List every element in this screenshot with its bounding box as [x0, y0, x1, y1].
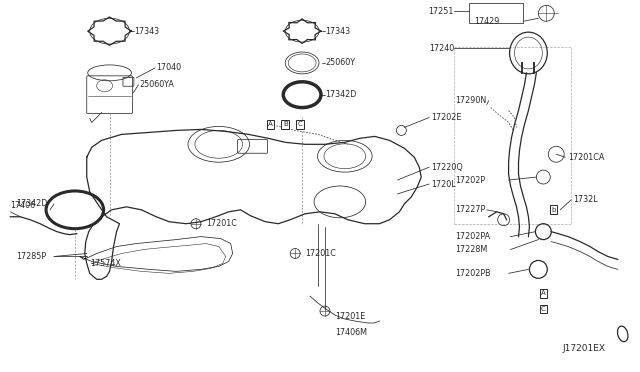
Text: 17406M: 17406M: [335, 328, 367, 337]
Text: 17251: 17251: [429, 7, 454, 16]
Text: 17343: 17343: [325, 27, 350, 36]
Text: A: A: [268, 122, 273, 128]
Text: 17202P: 17202P: [455, 176, 485, 185]
Text: J17201EX: J17201EX: [562, 344, 605, 353]
Text: 1732L: 1732L: [573, 195, 598, 204]
Text: 25060YA: 25060YA: [140, 80, 174, 89]
Text: 1720L: 1720L: [431, 180, 456, 189]
Text: b: b: [551, 207, 556, 213]
Text: 17202PA: 17202PA: [455, 232, 490, 241]
Text: 17202PB: 17202PB: [455, 269, 491, 278]
Text: 17343: 17343: [134, 27, 159, 36]
Text: 17202E: 17202E: [431, 113, 461, 122]
Text: 17342D: 17342D: [325, 90, 356, 99]
Text: C: C: [541, 306, 546, 312]
Text: 17201CA: 17201CA: [568, 153, 605, 162]
Text: 17240: 17240: [429, 44, 454, 52]
Text: 17342D: 17342D: [16, 199, 47, 208]
Text: 17574X: 17574X: [90, 259, 120, 268]
Text: 17040: 17040: [156, 63, 181, 73]
Text: 25060Y: 25060Y: [325, 58, 355, 67]
Text: 17290N: 17290N: [455, 96, 486, 105]
Text: C: C: [298, 122, 303, 128]
Text: 17201C: 17201C: [206, 219, 237, 228]
Text: 17406: 17406: [10, 201, 35, 210]
Text: A: A: [541, 290, 546, 296]
Text: 17201C: 17201C: [305, 249, 336, 258]
Text: 17429: 17429: [474, 17, 499, 26]
Text: 17220Q: 17220Q: [431, 163, 463, 171]
Text: 17201E: 17201E: [335, 311, 365, 321]
Text: 17228M: 17228M: [455, 245, 487, 254]
Text: B: B: [283, 122, 287, 128]
Text: 17285P: 17285P: [16, 252, 47, 261]
Text: 17227P: 17227P: [455, 205, 485, 214]
